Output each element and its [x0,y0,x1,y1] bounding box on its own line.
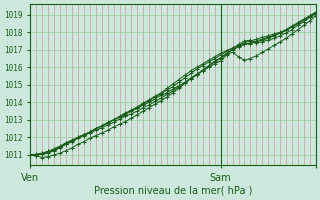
X-axis label: Pression niveau de la mer( hPa ): Pression niveau de la mer( hPa ) [94,186,252,196]
